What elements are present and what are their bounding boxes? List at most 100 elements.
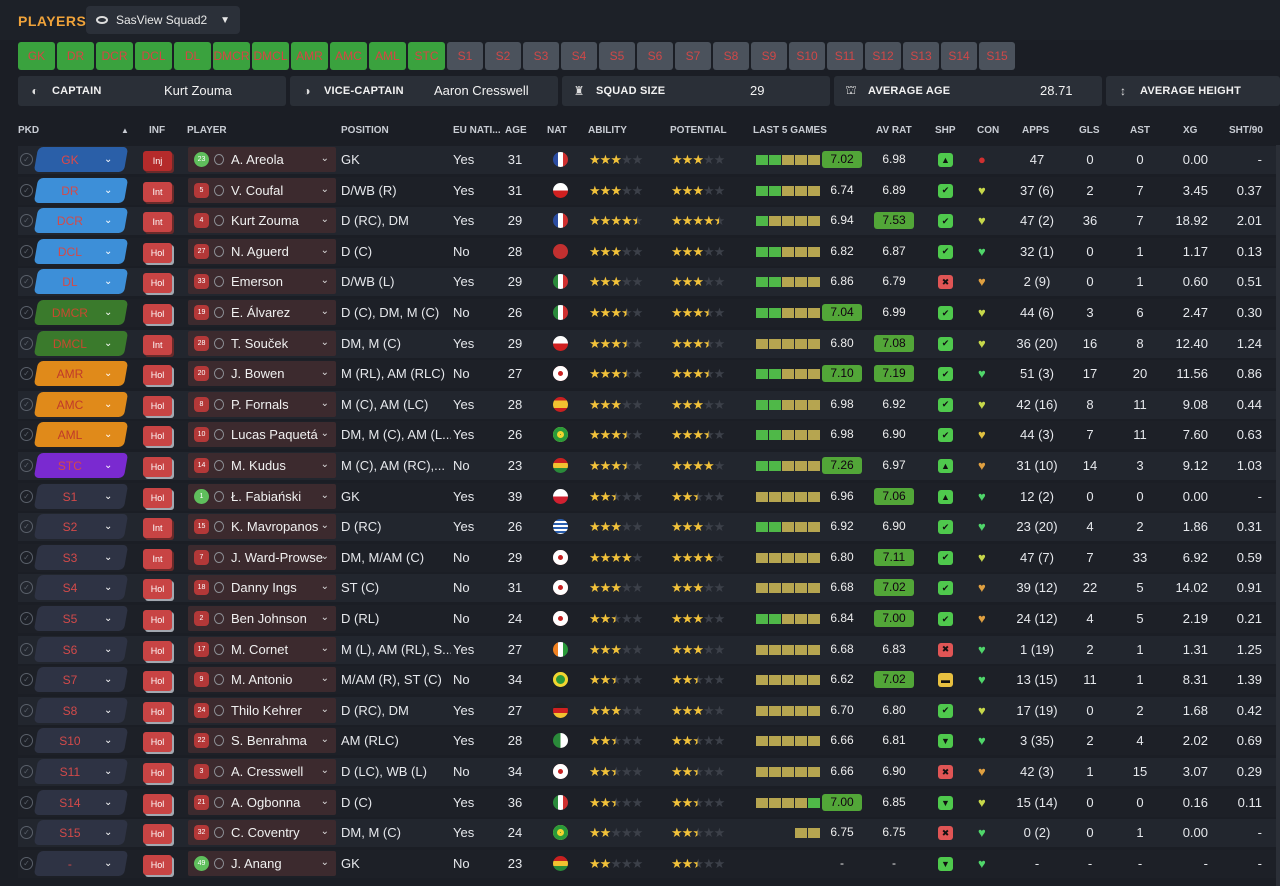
nation-flag-icon[interactable] [553,366,568,382]
filter-dcl[interactable]: DCL [135,42,172,70]
position-picker[interactable]: - ⌄ [33,850,129,876]
player-cell[interactable]: 18 Danny Ings ⌄ [188,575,336,601]
filter-amc[interactable]: AMC [330,42,367,70]
position-picker[interactable]: S10 ⌄ [33,728,129,754]
status-badge[interactable]: Hol [143,579,172,600]
check-icon[interactable]: ✓ [20,703,33,717]
nation-flag-icon[interactable] [553,396,568,412]
player-cell[interactable]: 8 P. Fornals ⌄ [188,391,336,417]
chevron-down-icon[interactable]: ⌄ [320,336,329,348]
status-badge[interactable]: Hol [143,671,172,692]
position-picker[interactable]: AMR ⌄ [33,361,129,387]
status-badge[interactable]: Hol [143,487,172,508]
position-picker[interactable]: AML ⌄ [33,422,129,448]
filter-s9[interactable]: S9 [751,42,787,70]
check-icon[interactable]: ✓ [20,244,33,258]
check-icon[interactable]: ✓ [20,734,33,748]
position-picker[interactable]: GK ⌄ [33,147,129,172]
player-cell[interactable]: 23 A. Areola ⌄ [188,147,336,172]
nation-flag-icon[interactable] [553,274,568,290]
chevron-down-icon[interactable]: ⌄ [320,765,329,776]
check-icon[interactable]: ✓ [20,153,33,166]
col-nat[interactable]: NAT [547,125,567,136]
player-name[interactable]: K. Mavropanos [231,519,319,535]
col-gls[interactable]: GLS [1079,125,1100,136]
filter-s3[interactable]: S3 [523,42,559,70]
nation-flag-icon[interactable] [553,825,568,841]
nation-flag-icon[interactable] [553,580,568,596]
player-cell[interactable]: 22 S. Benrahma ⌄ [188,728,336,754]
check-icon[interactable]: ✓ [20,581,33,595]
check-icon[interactable]: ✓ [20,795,33,809]
position-picker[interactable]: DCR ⌄ [33,208,129,234]
player-name[interactable]: V. Coufal [231,182,284,198]
player-name[interactable]: P. Fornals [231,396,289,412]
col-potential[interactable]: POTENTIAL [670,125,727,136]
filter-dmcl[interactable]: DMCL [252,42,289,70]
check-icon[interactable]: ✓ [20,826,33,840]
status-badge[interactable]: Hol [143,854,172,875]
position-picker[interactable]: S1 ⌄ [33,483,129,509]
filter-s7[interactable]: S7 [675,42,711,70]
status-badge[interactable]: Int [143,548,172,569]
chevron-down-icon[interactable]: ⌄ [320,673,329,685]
chevron-down-icon[interactable]: ⌄ [320,489,329,501]
col-con[interactable]: CON [977,125,1000,136]
status-badge[interactable]: Int [143,334,172,355]
table-row[interactable]: ✓ S14 ⌄ Hol 21 A. Ogbonna ⌄ D (C) Yes 36… [0,788,1280,817]
player-name[interactable]: M. Cornet [231,641,289,657]
table-row[interactable]: ✓ DCL ⌄ Hol 27 N. Aguerd ⌄ D (C) No 28 ★… [0,237,1280,266]
player-cell[interactable]: 19 E. Álvarez ⌄ [188,300,336,325]
table-row[interactable]: ✓ DL ⌄ Hol 33 Emerson ⌄ D/WB (L) Yes 29 … [0,267,1280,297]
col-player[interactable]: PLAYER [187,125,227,136]
table-row[interactable]: ✓ S2 ⌄ Int 15 K. Mavropanos ⌄ D (RC) Yes… [0,512,1280,542]
chevron-down-icon[interactable]: ⌄ [320,734,329,746]
filter-s12[interactable]: S12 [865,42,901,70]
col-ability[interactable]: ABILITY [588,125,627,136]
chevron-down-icon[interactable]: ⌄ [320,612,329,623]
chevron-down-icon[interactable]: ⌄ [320,581,329,593]
player-name[interactable]: C. Coventry [231,825,300,841]
status-badge[interactable]: Int [143,518,172,539]
player-cell[interactable]: 32 C. Coventry ⌄ [188,820,336,846]
position-picker[interactable]: S8 ⌄ [33,697,129,723]
chevron-down-icon[interactable]: ⌄ [320,703,329,715]
filter-s15[interactable]: S15 [979,42,1015,70]
table-row[interactable]: ✓ S11 ⌄ Hol 3 A. Cresswell ⌄ D (LC), WB … [0,757,1280,786]
position-picker[interactable]: DCL ⌄ [33,238,129,264]
position-picker[interactable]: S7 ⌄ [33,667,129,693]
nation-flag-icon[interactable] [553,182,568,198]
player-cell[interactable]: 10 Lucas Paquetá ⌄ [188,422,336,448]
col-last5[interactable]: LAST 5 GAMES [753,125,827,136]
check-icon[interactable]: ✓ [20,489,33,503]
table-row[interactable]: ✓ DCR ⌄ Int 4 Kurt Zouma ⌄ D (RC), DM Ye… [0,206,1280,236]
player-cell[interactable]: 20 J. Bowen ⌄ [188,361,336,387]
filter-gk[interactable]: GK [18,42,55,70]
check-icon[interactable]: ✓ [20,765,33,778]
status-badge[interactable]: Int [143,212,172,233]
status-badge[interactable]: Hol [143,701,172,722]
status-badge[interactable]: Int [143,181,172,202]
check-icon[interactable]: ✓ [20,642,33,656]
nation-flag-icon[interactable] [553,243,568,259]
status-badge[interactable]: Hol [143,763,172,783]
status-badge[interactable]: Hol [143,365,172,386]
col-ast[interactable]: AST [1130,125,1150,136]
position-picker[interactable]: S5 ⌄ [33,606,129,631]
nation-flag-icon[interactable] [553,427,568,443]
nation-flag-icon[interactable] [553,519,568,535]
player-name[interactable]: T. Souček [231,335,289,351]
status-badge[interactable]: Hol [143,426,172,447]
status-badge[interactable]: Hol [143,640,172,661]
nation-flag-icon[interactable] [553,855,568,871]
table-row[interactable]: ✓ S1 ⌄ Hol 1 Ł. Fabiański ⌄ GK Yes 39 ★★… [0,482,1280,511]
table-row[interactable]: ✓ S10 ⌄ Hol 22 S. Benrahma ⌄ AM (RLC) Ye… [0,726,1280,756]
nation-flag-icon[interactable] [553,549,568,565]
player-name[interactable]: M. Kudus [231,458,286,473]
check-icon[interactable]: ✓ [20,428,33,442]
col-pkd[interactable]: PKD [18,125,40,136]
check-icon[interactable]: ✓ [20,612,33,625]
position-picker[interactable]: STC ⌄ [33,453,129,478]
col-avrat[interactable]: AV RAT [876,125,912,136]
table-row[interactable]: ✓ - ⌄ Hol 49 J. Anang ⌄ GK No 23 ★★★★★ ★… [0,849,1280,878]
